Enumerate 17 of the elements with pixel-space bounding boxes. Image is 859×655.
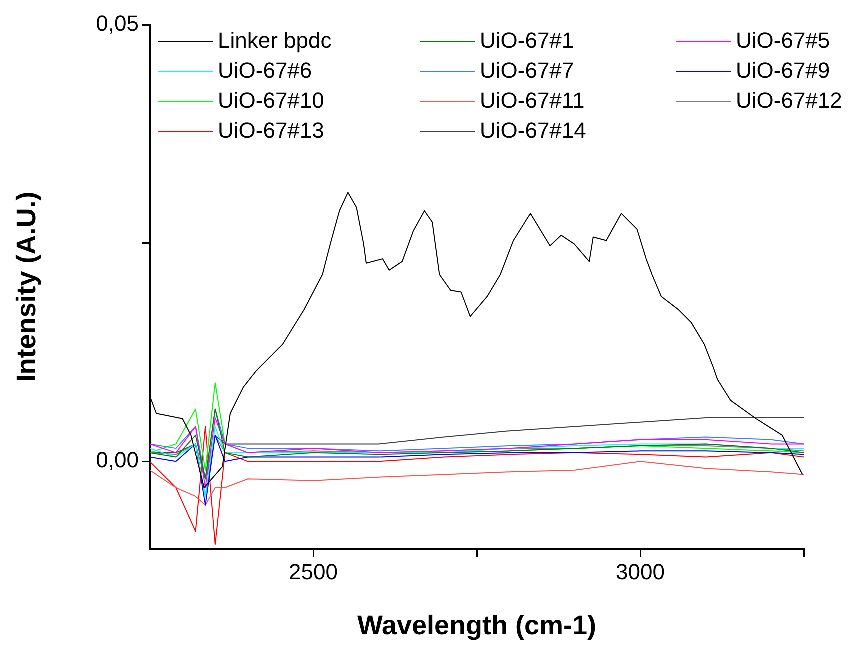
y-tick-label: 0,00	[96, 448, 139, 473]
legend-label: UiO-67#11	[480, 88, 585, 114]
legend-label: UiO-67#9	[736, 58, 830, 84]
legend-label: UiO-67#5	[736, 28, 830, 54]
legend-label: UiO-67#7	[480, 58, 574, 84]
legend-label: Linker bpdc	[218, 28, 332, 54]
x-tick-label: 3000	[616, 559, 665, 584]
legend-label: UiO-67#1	[480, 28, 574, 54]
y-axis-title: Intensity (A.U.)	[12, 192, 42, 382]
legend-label: UiO-67#12	[736, 88, 842, 114]
legend-label: UiO-67#13	[218, 118, 324, 144]
x-axis-title: Wavelength (cm-1)	[357, 610, 597, 640]
legend-label: UiO-67#14	[480, 118, 586, 144]
x-tick-label: 2500	[289, 559, 338, 584]
y-tick-label: 0,05	[96, 11, 139, 36]
legend-label: UiO-67#6	[218, 58, 312, 84]
legend-label: UiO-67#10	[218, 88, 324, 114]
